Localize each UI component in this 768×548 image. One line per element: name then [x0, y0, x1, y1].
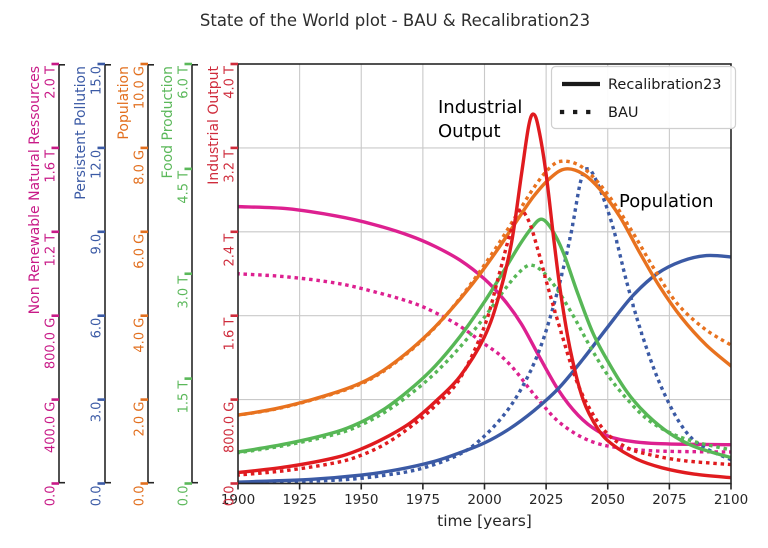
axis-tick-label: 0.0 — [223, 486, 238, 507]
axis-title-food: Food Production — [160, 66, 176, 179]
axis-tick-label: 2.0 T — [44, 66, 59, 99]
axis-tick-label: 0.0 — [90, 486, 105, 507]
x-tick-label: 1925 — [282, 492, 316, 508]
curve-pp-recalibration23 — [238, 253, 731, 484]
axis-title-nrnr: Non Renewable Natural Ressources — [27, 66, 43, 314]
axis-tick-label: 6.0 T — [177, 66, 192, 99]
axis-tick-label: 2.0 G — [133, 402, 148, 437]
x-tick-label: 1900 — [221, 492, 255, 508]
axis-io: 0.0 800.0 G 1.6 T 2.4 T 3.2 T 4.0 TIndustrial… — [206, 62, 238, 507]
axis-tick-label: 9.0 — [90, 234, 105, 255]
axis-tick-label: 3.2 T — [223, 150, 238, 183]
axis-tick-label: 10.0 G — [133, 66, 148, 109]
axis-tick-label: 1.6 T — [44, 150, 59, 183]
x-axis-label: time [years] — [437, 512, 532, 530]
legend: Recalibration23 BAU — [550, 65, 737, 130]
curves — [238, 112, 731, 484]
legend-label: BAU — [608, 105, 638, 121]
x-tick-label: 2000 — [467, 492, 501, 508]
axis-title-io: Industrial Output — [206, 65, 222, 184]
axis-title-pp: Persistent Pollution — [73, 66, 89, 200]
axis-tick-label: 0.0 — [44, 486, 59, 507]
chart-title: State of the World plot - BAU & Recalibr… — [199, 11, 591, 30]
curve-nrnr-bau — [238, 272, 731, 454]
legend-label: Recalibration23 — [608, 77, 722, 93]
x-tick-label: 1975 — [406, 492, 440, 508]
curve-io-recalibration23 — [238, 112, 731, 480]
x-tick-label: 1950 — [344, 492, 378, 508]
legend-entry-bau: BAU — [559, 105, 638, 121]
axis-tick-label: 800.0 G — [44, 318, 59, 369]
axis-tick-label: 800.0 G — [223, 402, 238, 453]
axis-tick-label: 4.0 G — [133, 318, 148, 353]
annotation-industrial: Industrial — [438, 97, 522, 118]
axis-tick-label: 6.0 — [90, 318, 105, 339]
legend-box — [550, 65, 737, 130]
axis-tick-label: 15.0 — [90, 66, 105, 95]
axis-tick-label: 4.0 T — [223, 66, 238, 99]
axis-tick-label: 0.0 — [177, 486, 192, 507]
axis-tick-label: 0.0 — [133, 486, 148, 507]
x-tick-label: 2075 — [652, 492, 686, 508]
axis-tick-label: 3.0 T — [177, 276, 192, 309]
axis-tick-label: 2.4 T — [223, 234, 238, 267]
curve-io-bau — [238, 208, 731, 477]
annotation-population: Population — [619, 191, 714, 212]
axis-tick-label: 1.6 T — [223, 318, 238, 351]
axis-tick-label: 1.2 T — [44, 234, 59, 267]
axis-tick-label: 1.5 T — [177, 381, 192, 414]
curve-pp-bau — [238, 167, 731, 484]
axis-tick-label: 3.0 — [90, 402, 105, 423]
x-axis: 1900 1925 1950 1975 2000 2025 2050 2075 2100 time… — [221, 483, 748, 530]
x-tick-label: 2025 — [529, 492, 563, 508]
x-tick-label: 2050 — [591, 492, 625, 508]
legend-entry-recalibration23: Recalibration23 — [562, 77, 722, 93]
axis-tick-label: 4.5 T — [177, 171, 192, 204]
axis-tick-label: 6.0 G — [133, 234, 148, 269]
curve-pop-recalibration23 — [238, 167, 731, 417]
axis-tick-label: 8.0 G — [133, 150, 148, 185]
annotation-output: Output — [438, 121, 501, 142]
axis-title-pop: Population — [116, 66, 132, 140]
axis-tick-label: 12.0 — [90, 150, 105, 179]
axis-tick-label: 400.0 G — [44, 402, 59, 453]
x-tick-label: 2100 — [714, 492, 748, 508]
curve-nrnr-recalibration23 — [238, 204, 731, 447]
